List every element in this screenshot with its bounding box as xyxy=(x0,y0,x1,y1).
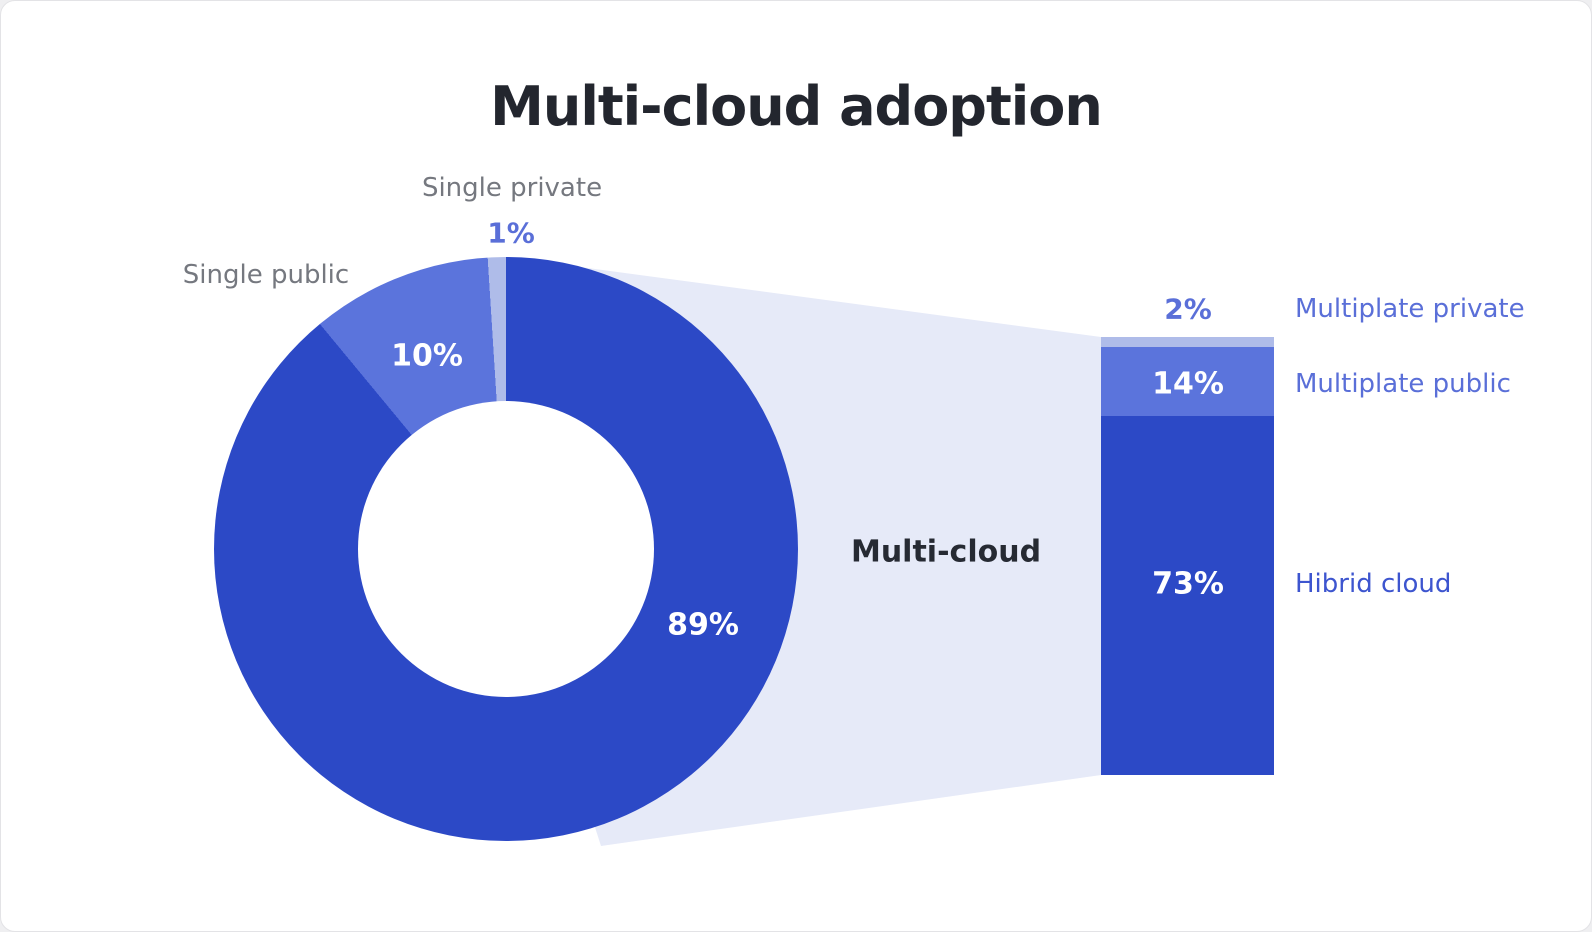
single-public-value: 10% xyxy=(391,338,463,374)
multiplate-public-value: 14% xyxy=(1152,366,1224,402)
bar-segment-multiplate-public[interactable] xyxy=(1101,346,1274,416)
multi-cloud-value: 89% xyxy=(667,607,739,643)
multi-cloud-band-label: Multi-cloud xyxy=(850,534,1042,570)
multiplate-private-value: 2% xyxy=(1164,292,1212,326)
donut-hole xyxy=(358,401,654,697)
chart-title: Multi-cloud adoption xyxy=(490,75,1103,138)
bar-segment-multiplate-private[interactable] xyxy=(1101,337,1274,347)
hibrid-cloud-value: 73% xyxy=(1152,566,1224,602)
multiplate-public-label: Multiplate public xyxy=(1295,369,1511,399)
single-private-value: 1% xyxy=(487,216,535,250)
stacked-bar[interactable] xyxy=(1101,337,1274,776)
multiplate-private-label: Multiplate private xyxy=(1295,294,1525,324)
bar-segment-hibrid-cloud[interactable] xyxy=(1101,415,1274,776)
single-public-label: Single public xyxy=(182,260,350,290)
hibrid-cloud-label: Hibrid cloud xyxy=(1295,569,1452,599)
donut-chart[interactable] xyxy=(214,257,798,841)
single-private-label: Single private xyxy=(421,173,603,203)
